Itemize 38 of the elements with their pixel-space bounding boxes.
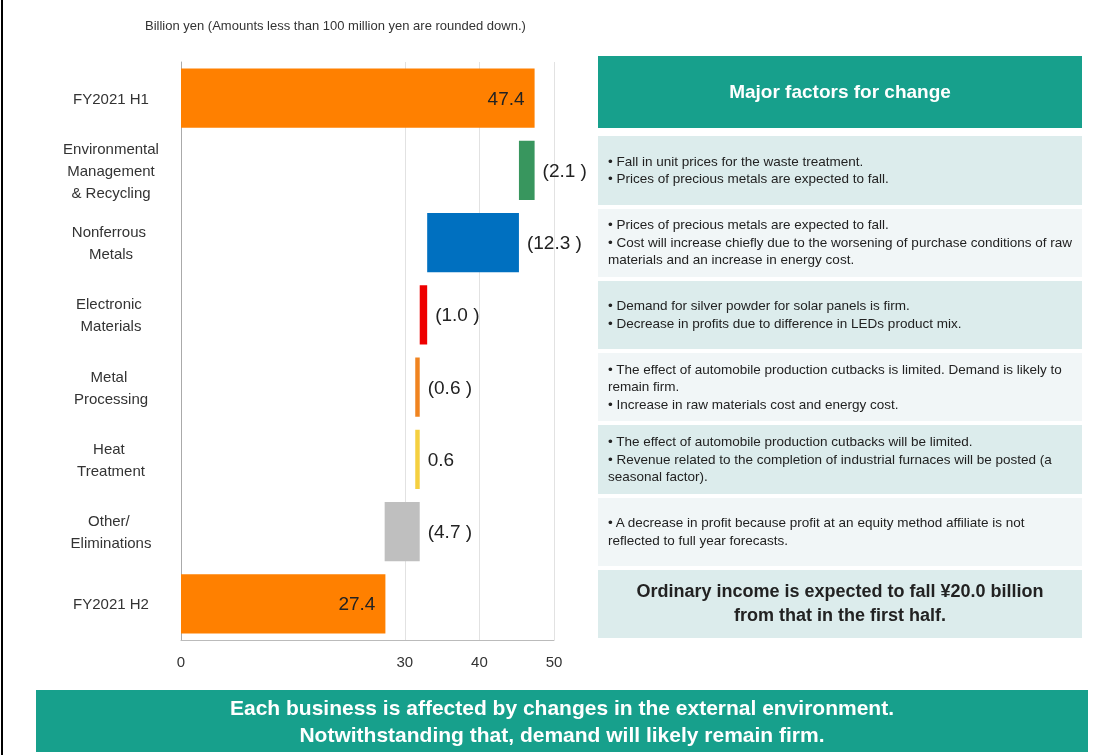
text: Each business is affected by changes in the external environment. Notwithstanding that, demand will likely remain firm.: [36, 690, 1088, 752]
data-label: (12.3 ): [526, 232, 582, 254]
y-tick-label: Nonferrous Metals: [71, 223, 151, 263]
text: • Fall in unit prices for the waste treatment. • Prices of precious metals are expected to fall.: [598, 136, 1082, 205]
data-label: 0.6: [427, 448, 455, 470]
text: • Demand for silver powder for solar panels is firm. • Decrease in profits due to difference in LEDs product mix.: [598, 280, 1082, 349]
text: • A decrease in profit because profit at an equity method affiliate is not reflected to full year forecasts.: [598, 497, 1082, 566]
data-label: (0.6 ): [427, 376, 473, 398]
text: • The effect of automobile production cutbacks is limited. Demand is likely to remain firm. • Increase in raw materials cost and energy cost.: [598, 353, 1082, 422]
bar: [181, 574, 386, 634]
data-label: 27.4: [338, 593, 376, 615]
y-tick-label: Other/ Eliminations: [70, 512, 152, 552]
data-label: (1.0 ): [435, 304, 480, 326]
y-tick-label: Heat Treatment: [77, 439, 146, 479]
text: Major factors for change: [598, 56, 1082, 129]
y-tick-label: FY2021 H2: [73, 595, 149, 613]
bar: [415, 429, 420, 489]
y-tick-label: FY2021 H1: [73, 89, 149, 107]
y-tick-label: Metal Processing: [73, 367, 149, 407]
bar: [415, 357, 420, 417]
x-tick-label: 50: [545, 653, 563, 670]
bar: [181, 68, 535, 128]
bar: [419, 285, 428, 345]
bar: [384, 502, 420, 562]
text: • Prices of precious metals are expected to fall. • Cost will increase chiefly due to the worsening of purchase conditions of raw materials and an increase in energy cost.: [598, 208, 1082, 277]
text: Ordinary income is expected to fall ¥20.0 billion from that in the first half.: [598, 569, 1082, 638]
data-label: 47.4: [487, 87, 526, 109]
x-tick-label: 40: [471, 653, 488, 670]
bar: [427, 213, 519, 273]
y-tick-label: Electronic Materials: [75, 295, 147, 335]
x-tick-label: 30: [396, 653, 414, 670]
bar: [518, 140, 535, 200]
y-tick-label: Environmental Management & Recycling: [63, 139, 159, 201]
data-label: (2.1 ): [542, 159, 587, 181]
data-label: (4.7 ): [427, 521, 473, 543]
text: Billion yen (Amounts less than 100 million yen are rounded down.): [145, 18, 526, 33]
x-tick-label: 0: [176, 653, 186, 670]
text: • The effect of automobile production cutbacks will be limited. • Revenue related to the completion of industrial furnaces will be posted (a seasonal factor).: [598, 425, 1082, 494]
